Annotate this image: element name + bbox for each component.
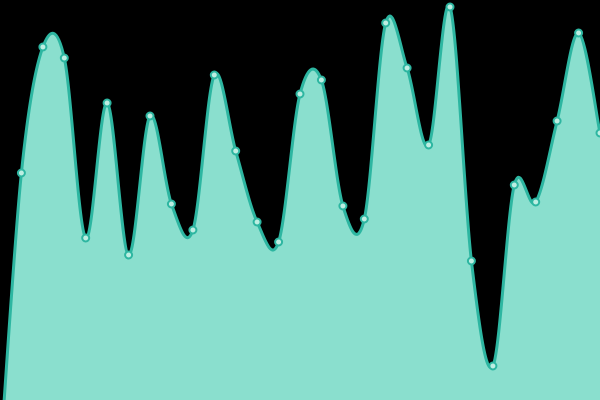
data-point-marker — [402, 63, 412, 73]
data-point-marker — [574, 28, 584, 38]
data-point-marker — [102, 98, 112, 108]
data-point-marker — [445, 2, 455, 12]
data-point-marker — [166, 199, 176, 209]
data-point-markers — [16, 2, 600, 371]
data-point-marker — [145, 111, 155, 121]
data-point-marker — [231, 146, 241, 156]
data-point-marker — [81, 233, 91, 243]
data-point-marker — [359, 214, 369, 224]
data-point-marker — [274, 237, 284, 247]
data-point-marker — [531, 197, 541, 207]
area-fill — [4, 5, 600, 400]
data-point-marker — [209, 70, 219, 80]
data-point-marker — [16, 168, 26, 178]
data-point-marker — [338, 201, 348, 211]
data-point-marker — [552, 116, 562, 126]
data-point-marker — [38, 42, 48, 52]
data-point-marker — [509, 180, 519, 190]
data-point-marker — [381, 18, 391, 28]
data-point-marker — [59, 53, 69, 63]
data-point-marker — [488, 361, 498, 371]
data-point-marker — [252, 217, 262, 227]
data-point-marker — [124, 250, 134, 260]
data-point-marker — [316, 75, 326, 85]
data-point-marker — [466, 256, 476, 266]
data-point-marker — [595, 128, 600, 138]
data-point-marker — [295, 89, 305, 99]
data-point-marker — [188, 225, 198, 235]
data-point-marker — [424, 140, 434, 150]
